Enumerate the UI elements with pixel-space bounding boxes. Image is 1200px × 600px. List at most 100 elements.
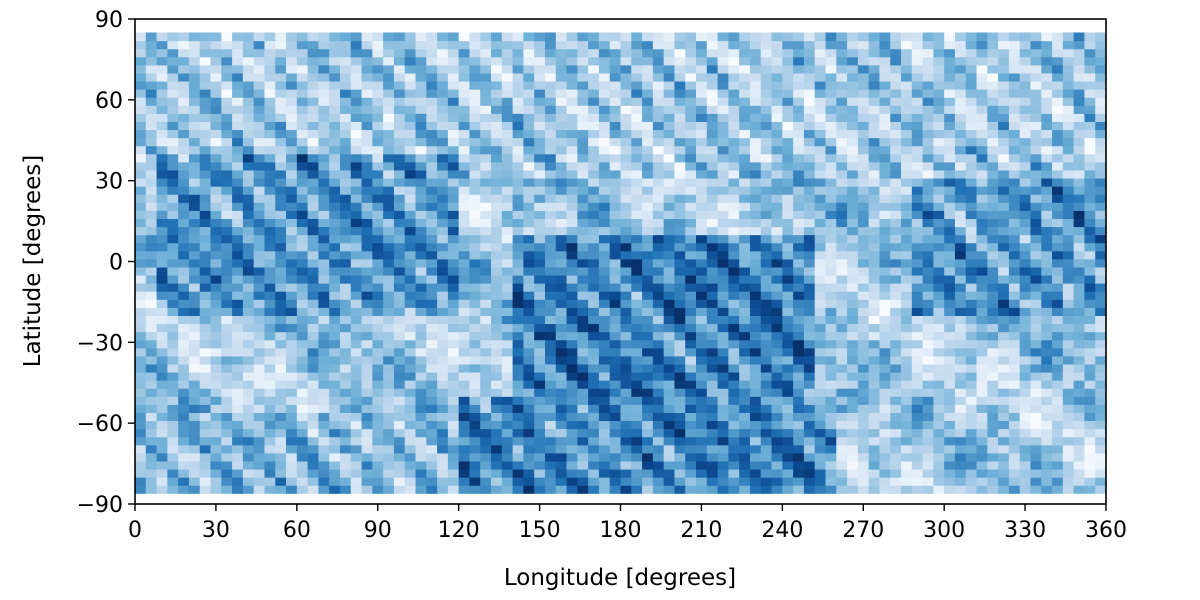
heatmap-cell bbox=[793, 291, 805, 300]
heatmap-cell bbox=[318, 202, 330, 211]
heatmap-cell bbox=[696, 460, 708, 470]
heatmap-cell bbox=[944, 428, 956, 438]
heatmap-cell bbox=[221, 105, 233, 114]
heatmap-cell bbox=[167, 56, 179, 66]
heatmap-cell bbox=[383, 283, 395, 292]
heatmap-cell bbox=[1095, 137, 1106, 147]
heatmap-cell bbox=[814, 274, 827, 284]
heatmap-cell bbox=[825, 250, 837, 260]
heatmap-cell bbox=[620, 121, 632, 131]
heatmap-cell bbox=[501, 452, 514, 462]
heatmap-cell bbox=[803, 169, 816, 179]
heatmap-cell bbox=[242, 113, 255, 122]
heatmap-cell bbox=[393, 307, 406, 316]
heatmap-cell bbox=[1073, 186, 1086, 195]
heatmap-cell bbox=[1073, 64, 1086, 74]
heatmap-cell bbox=[847, 80, 859, 90]
heatmap-cell bbox=[199, 460, 212, 470]
heatmap-cell bbox=[458, 307, 471, 316]
heatmap-cell bbox=[631, 388, 643, 397]
heatmap-cell bbox=[188, 396, 201, 405]
heatmap-cell bbox=[631, 404, 643, 413]
heatmap-cell bbox=[857, 291, 870, 300]
heatmap-cell bbox=[577, 121, 589, 131]
heatmap-cell bbox=[631, 339, 643, 349]
heatmap-cell bbox=[1084, 169, 1096, 179]
heatmap-cell bbox=[188, 226, 201, 236]
heatmap-cell bbox=[458, 89, 471, 98]
heatmap-cell bbox=[339, 404, 352, 413]
heatmap-cell bbox=[857, 363, 870, 373]
heatmap-cell bbox=[361, 388, 373, 397]
heatmap-cell bbox=[868, 363, 881, 373]
heatmap-cell bbox=[566, 355, 578, 365]
heatmap-cell bbox=[577, 452, 589, 462]
heatmap-cell bbox=[491, 347, 503, 357]
heatmap-cell bbox=[361, 48, 373, 58]
heatmap-cell bbox=[911, 274, 924, 284]
heatmap-cell bbox=[329, 444, 341, 454]
heatmap-cell bbox=[911, 226, 924, 236]
heatmap-cell bbox=[609, 485, 622, 494]
heatmap-cell bbox=[814, 404, 827, 413]
heatmap-cell bbox=[836, 380, 848, 389]
heatmap-cell bbox=[598, 315, 611, 325]
heatmap-cell bbox=[501, 460, 514, 470]
heatmap-cell bbox=[652, 355, 665, 365]
heatmap-cell bbox=[793, 202, 805, 211]
heatmap-cell bbox=[437, 468, 449, 478]
heatmap-cell bbox=[491, 468, 503, 478]
heatmap-cell bbox=[253, 291, 266, 300]
heatmap-cell bbox=[760, 452, 773, 462]
heatmap-cell bbox=[135, 40, 147, 50]
heatmap-cell bbox=[922, 315, 934, 325]
heatmap-cell bbox=[167, 444, 179, 454]
heatmap-cell bbox=[728, 307, 740, 316]
heatmap-cell bbox=[739, 307, 751, 316]
heatmap-cell bbox=[523, 420, 535, 430]
heatmap-cell bbox=[911, 169, 924, 179]
heatmap-cell bbox=[178, 169, 190, 179]
heatmap-cell bbox=[1052, 80, 1064, 90]
heatmap-cell bbox=[588, 331, 600, 341]
heatmap-cell bbox=[879, 97, 891, 106]
heatmap-cell bbox=[825, 177, 837, 187]
heatmap-cell bbox=[480, 404, 492, 413]
heatmap-cell bbox=[976, 339, 988, 349]
heatmap-cell bbox=[857, 226, 870, 236]
heatmap-cell bbox=[264, 129, 276, 139]
heatmap-cell bbox=[501, 339, 514, 349]
heatmap-cell bbox=[329, 283, 341, 292]
heatmap-cell bbox=[437, 460, 449, 470]
heatmap-cell bbox=[253, 186, 266, 195]
heatmap-cell bbox=[135, 428, 147, 438]
heatmap-cell bbox=[954, 331, 967, 341]
heatmap-cell bbox=[544, 234, 557, 244]
heatmap-cell bbox=[480, 105, 492, 114]
heatmap-cell bbox=[793, 145, 805, 155]
heatmap-cell bbox=[339, 161, 352, 171]
heatmap-cell bbox=[566, 436, 578, 446]
heatmap-cell bbox=[555, 363, 568, 373]
heatmap-cell bbox=[663, 404, 676, 413]
heatmap-cell bbox=[814, 258, 827, 268]
heatmap-cell bbox=[1062, 283, 1075, 292]
heatmap-cell bbox=[933, 485, 945, 494]
heatmap-cell bbox=[318, 145, 330, 155]
heatmap-cell bbox=[415, 210, 427, 219]
heatmap-cell bbox=[156, 307, 168, 316]
heatmap-cell bbox=[911, 242, 924, 252]
heatmap-cell bbox=[480, 97, 492, 106]
heatmap-cell bbox=[933, 218, 945, 228]
heatmap-cell bbox=[1030, 404, 1042, 413]
heatmap-cell bbox=[674, 444, 686, 454]
heatmap-cell bbox=[296, 477, 309, 486]
heatmap-cell bbox=[188, 323, 201, 333]
heatmap-cell bbox=[544, 56, 557, 66]
heatmap-cell bbox=[523, 250, 535, 260]
heatmap-cell bbox=[232, 274, 244, 284]
heatmap-cell bbox=[544, 97, 557, 106]
heatmap-cell bbox=[760, 355, 773, 365]
heatmap-cell bbox=[491, 242, 503, 252]
heatmap-cell bbox=[685, 412, 697, 422]
